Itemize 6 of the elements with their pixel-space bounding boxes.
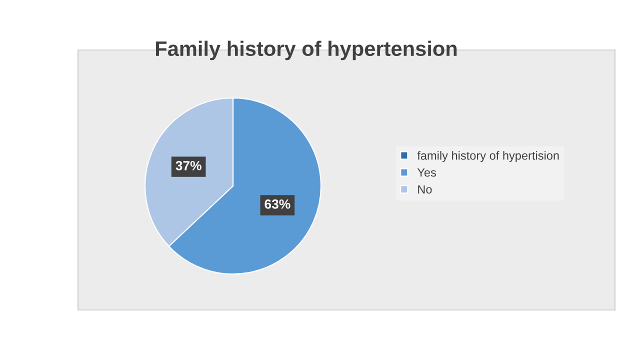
data-label: 37% [176,160,202,170]
legend-label: No [418,185,432,194]
legend-label: family history of hypertision [417,151,559,162]
chart-title: Family history of hypertension [156,40,457,60]
data-label: 63% [264,199,290,209]
legend-label: Yes [417,168,436,177]
